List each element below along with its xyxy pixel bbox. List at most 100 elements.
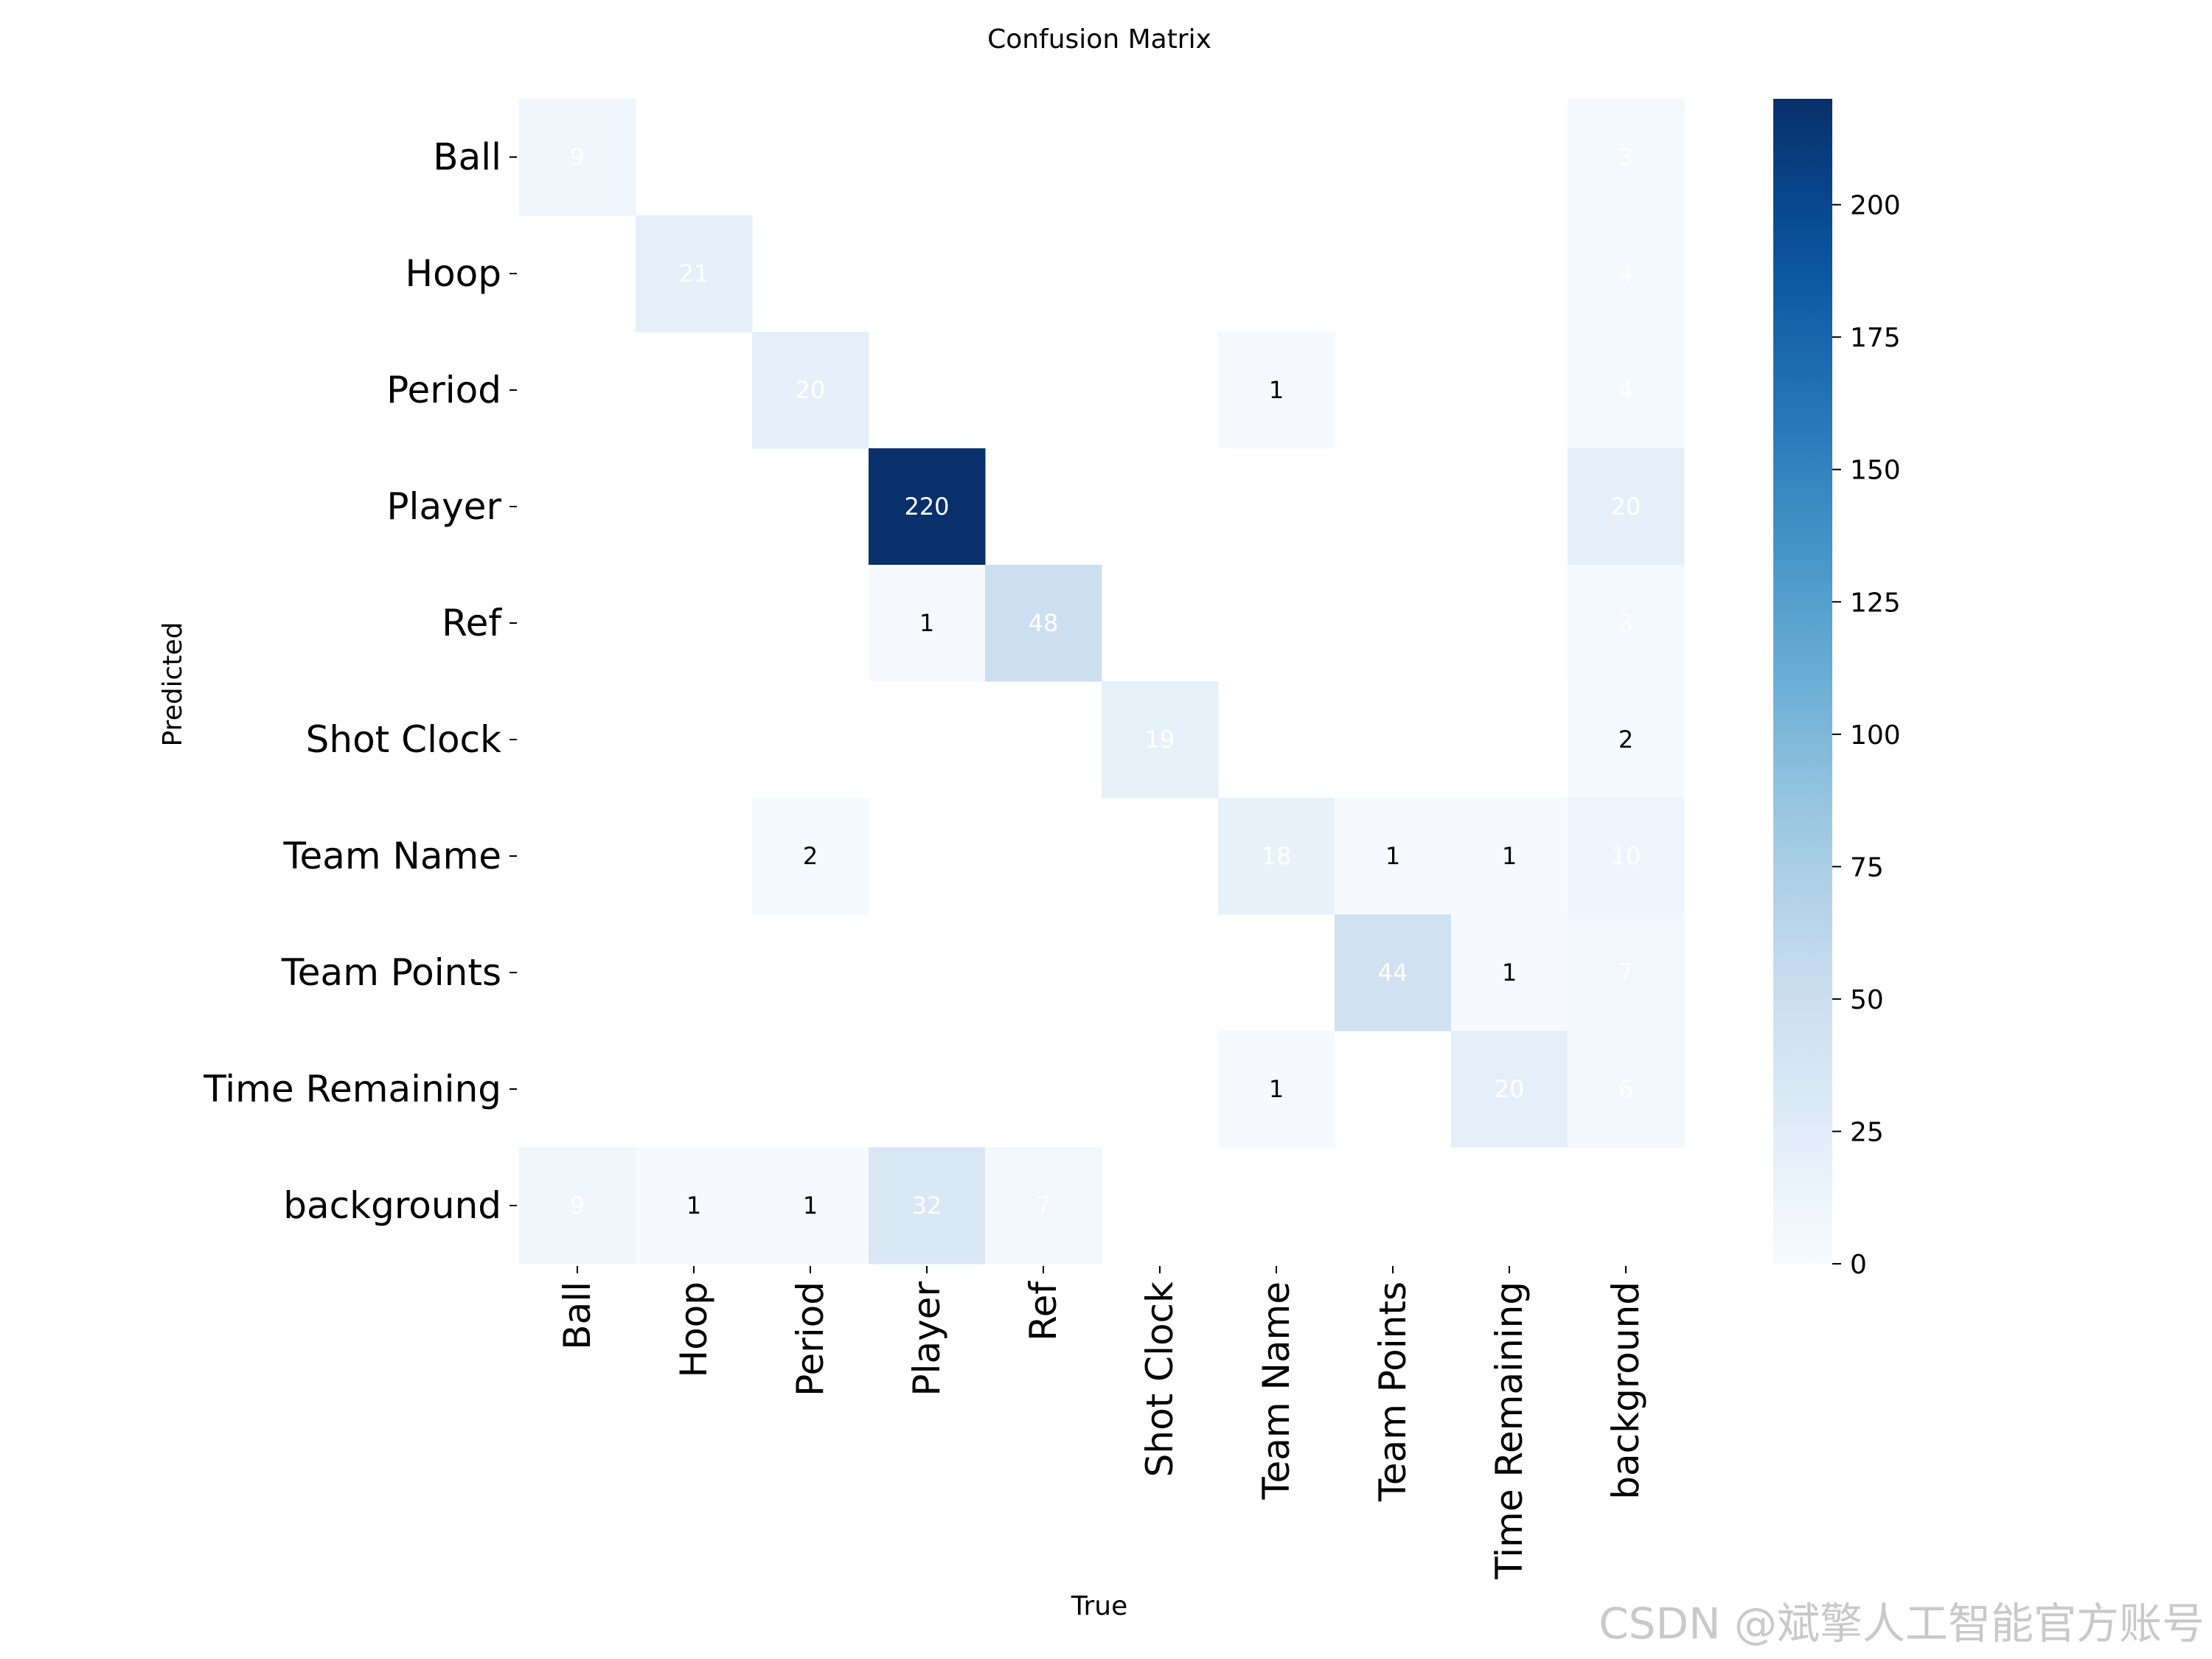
cell-value-label: 9 <box>570 1192 585 1220</box>
y-tick-label: Team Name <box>282 835 501 877</box>
heatmap-cell <box>752 798 869 915</box>
heatmap-cell <box>1568 565 1685 682</box>
cell-value-label: 20 <box>1611 493 1641 521</box>
heatmap-cell <box>1568 215 1685 333</box>
watermark-text: CSDN @斌擎人工智能官方账号 <box>1599 1599 2205 1649</box>
cell-value-label: 7 <box>1618 959 1633 987</box>
x-tick-label: Team Points <box>1371 1281 1414 1502</box>
cell-value-label: 1 <box>1502 959 1517 987</box>
colorbar-tick-label: 100 <box>1850 720 1901 751</box>
cell-value-label: 2 <box>1618 726 1633 754</box>
colorbar-tick-label: 25 <box>1850 1117 1884 1147</box>
y-tick-label: background <box>283 1184 501 1227</box>
heatmap-cell <box>1568 914 1685 1032</box>
heatmap-cell <box>636 215 753 333</box>
heatmap-cells <box>519 99 1685 1265</box>
cell-value-label: 3 <box>1618 143 1633 171</box>
colorbar-tick-label: 75 <box>1850 852 1884 883</box>
heatmap-cell <box>1568 798 1685 915</box>
y-tick-label: Hoop <box>405 252 501 295</box>
colorbar-tick-label: 150 <box>1850 456 1901 486</box>
heatmap-cell <box>1568 1031 1685 1148</box>
heatmap-cell <box>1568 448 1685 566</box>
y-tick-label: Ref <box>442 602 502 644</box>
cell-value-label: 6 <box>1618 1075 1633 1103</box>
cell-value-label: 44 <box>1378 959 1408 987</box>
heatmap-cell <box>1451 914 1568 1032</box>
cell-value-label: 1 <box>919 609 934 637</box>
x-axis-label: True <box>1071 1591 1127 1621</box>
heatmap-cell <box>636 1147 753 1265</box>
colorbar-tick-label: 0 <box>1850 1250 1867 1280</box>
cell-value-label: 220 <box>904 493 949 521</box>
heatmap-cell <box>1568 681 1685 799</box>
y-tick-label: Player <box>386 485 501 528</box>
heatmap-cell <box>1335 798 1452 915</box>
cell-value-label: 32 <box>912 1192 942 1220</box>
heatmap-cell <box>752 332 869 449</box>
colorbar-tick-label: 175 <box>1850 323 1901 353</box>
colorbar-tick-label: 50 <box>1850 985 1884 1015</box>
heatmap-cell <box>1568 99 1685 216</box>
colorbar-tick-label: 200 <box>1850 191 1901 221</box>
cell-value-label: 4 <box>1618 376 1633 404</box>
x-tick-label: Time Remaining <box>1488 1281 1531 1580</box>
y-tick-label: Shot Clock <box>306 718 501 761</box>
x-axis-ticks: Ball Hoop Period Player Ref Shot Clock Team Na… <box>556 1266 1647 1580</box>
x-tick-label: Ref <box>1022 1281 1065 1341</box>
cell-value-label: 18 <box>1262 842 1292 870</box>
cell-value-label: 1 <box>686 1192 701 1220</box>
heatmap-cell <box>1451 798 1568 915</box>
colorbar-gradient <box>1773 99 1832 1264</box>
heatmap-cell <box>869 1147 986 1265</box>
colorbar: 0 25 50 75 100 125 150 175 200 <box>1773 99 1901 1280</box>
cell-value-label: 10 <box>1611 842 1641 870</box>
heatmap-cell <box>519 1147 636 1265</box>
heatmap-cell <box>1218 332 1335 449</box>
heatmap-cell <box>752 1147 869 1265</box>
cell-value-label: 1 <box>1502 842 1517 870</box>
cell-value-label: 1 <box>1269 1075 1284 1103</box>
x-tick-label: Period <box>789 1281 832 1397</box>
y-axis-label: Predicted <box>158 622 188 747</box>
cell-value-label: 19 <box>1145 726 1175 754</box>
cell-value-label: 9 <box>570 143 585 171</box>
cell-value-label: 48 <box>1029 609 1059 637</box>
colorbar-tick-label: 125 <box>1850 588 1901 618</box>
cell-value-label: 2 <box>803 842 818 870</box>
cell-value-label: 20 <box>1495 1075 1525 1103</box>
cell-value-label: 21 <box>679 260 709 288</box>
heatmap-cell <box>1568 332 1685 449</box>
y-axis-ticks: Ball Hoop Period Player Ref Shot Clock Team Na… <box>203 136 517 1227</box>
cell-value-label: 20 <box>796 376 826 404</box>
y-tick-label: Team Points <box>281 951 501 994</box>
heatmap-cell <box>869 448 986 566</box>
x-tick-label: Shot Clock <box>1138 1281 1181 1477</box>
heatmap-cell <box>869 565 986 682</box>
heatmap-cell <box>985 1147 1102 1265</box>
x-tick-label: Hoop <box>672 1281 715 1378</box>
heatmap-cell <box>1335 914 1452 1032</box>
heatmap-cell <box>1218 1031 1335 1148</box>
cell-value-label: 4 <box>1618 260 1633 288</box>
heatmap-cell <box>1451 1031 1568 1148</box>
x-tick-label: Ball <box>556 1281 599 1350</box>
heatmap-cell <box>1218 798 1335 915</box>
heatmap-cell <box>985 565 1102 682</box>
cell-value-label: 7 <box>1036 1192 1051 1220</box>
x-tick-label: Team Name <box>1255 1281 1298 1500</box>
cell-value-label: 1 <box>1385 842 1400 870</box>
x-tick-label: Player <box>905 1281 948 1397</box>
y-tick-label: Ball <box>433 136 501 178</box>
cell-value-labels: 9 3 21 4 20 1 4 220 20 1 48 3 19 2 2 18 1 1 10 44 1 7 1 20 6 9 1 1 3… <box>570 143 1641 1220</box>
x-tick-label: background <box>1604 1281 1647 1500</box>
cell-value-label: 3 <box>1618 609 1633 637</box>
cell-value-label: 1 <box>803 1192 818 1220</box>
heatmap-cell <box>519 99 636 216</box>
chart-title: Confusion Matrix <box>987 24 1211 55</box>
cell-value-label: 1 <box>1269 376 1284 404</box>
heatmap-cell <box>1102 681 1219 799</box>
y-tick-label: Period <box>386 369 501 411</box>
y-tick-label: Time Remaining <box>203 1068 501 1110</box>
